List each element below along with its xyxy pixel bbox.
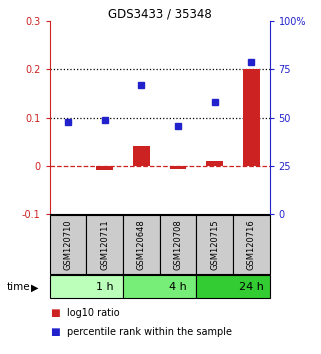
Bar <box>97 166 113 170</box>
Text: GSM120708: GSM120708 <box>174 219 183 270</box>
Text: GSM120710: GSM120710 <box>64 219 73 270</box>
Text: 1 h: 1 h <box>96 281 114 292</box>
Bar <box>170 166 186 169</box>
Text: GSM120711: GSM120711 <box>100 219 109 270</box>
Text: ■: ■ <box>50 327 59 337</box>
Bar <box>160 215 196 274</box>
Bar <box>133 146 150 166</box>
Text: ▶: ▶ <box>30 282 38 292</box>
Text: GSM120716: GSM120716 <box>247 219 256 270</box>
Bar <box>233 215 270 274</box>
Bar <box>196 215 233 274</box>
Bar <box>123 215 160 274</box>
Bar <box>50 275 123 298</box>
Text: percentile rank within the sample: percentile rank within the sample <box>67 327 232 337</box>
Text: 4 h: 4 h <box>169 281 187 292</box>
Bar <box>123 275 196 298</box>
Title: GDS3433 / 35348: GDS3433 / 35348 <box>108 7 212 20</box>
Bar <box>196 275 270 298</box>
Text: ■: ■ <box>50 308 59 318</box>
Bar <box>86 215 123 274</box>
Text: log10 ratio: log10 ratio <box>67 308 120 318</box>
Text: 24 h: 24 h <box>239 281 264 292</box>
Text: time: time <box>6 282 30 292</box>
Bar <box>243 69 260 166</box>
Text: GSM120648: GSM120648 <box>137 219 146 270</box>
Bar <box>206 161 223 166</box>
Text: GSM120715: GSM120715 <box>210 219 219 270</box>
Bar <box>50 215 86 274</box>
